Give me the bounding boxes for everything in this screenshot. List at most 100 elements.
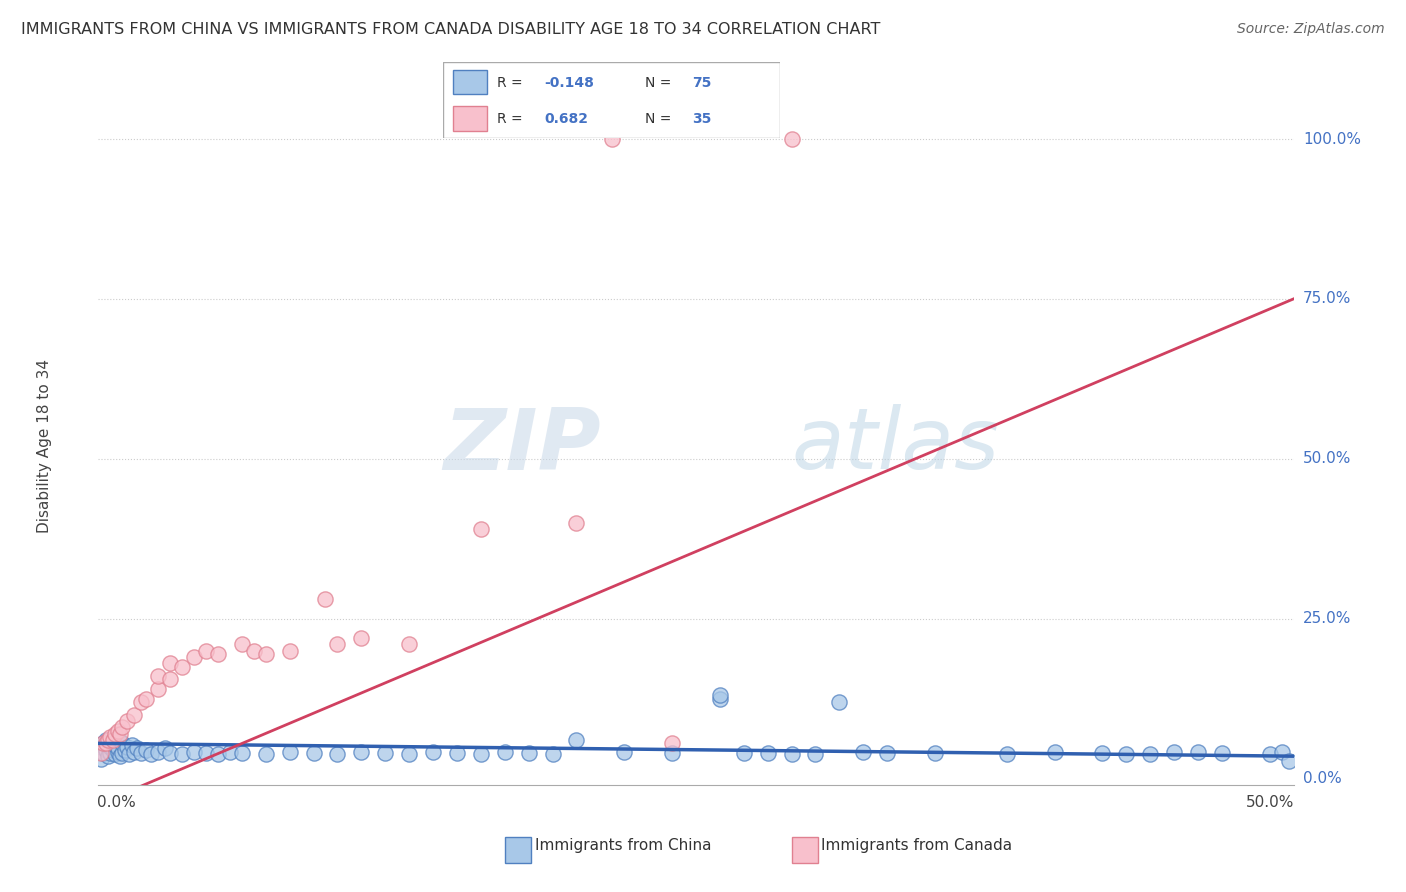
Point	[124, 745, 146, 759]
Point	[125, 740, 148, 755]
Point	[1115, 747, 1137, 762]
Text: Immigrants from China: Immigrants from China	[534, 838, 711, 854]
Point	[1211, 746, 1233, 760]
Point	[107, 723, 129, 738]
Point	[852, 745, 875, 759]
Point	[876, 746, 898, 760]
Point	[350, 631, 373, 645]
Point	[613, 745, 636, 759]
Point	[709, 691, 731, 706]
Point	[104, 747, 127, 762]
Point	[195, 643, 218, 657]
Point	[98, 730, 122, 744]
Point	[139, 747, 162, 762]
Point	[94, 736, 117, 750]
Point	[111, 720, 134, 734]
Point	[1187, 745, 1209, 759]
Point	[278, 643, 301, 657]
Point	[115, 714, 138, 728]
Point	[90, 752, 112, 766]
FancyBboxPatch shape	[792, 838, 818, 863]
Point	[219, 745, 242, 759]
Point	[1271, 745, 1294, 759]
Point	[326, 637, 349, 651]
Point	[1043, 745, 1066, 759]
Point	[104, 739, 127, 753]
Point	[91, 736, 114, 750]
Text: N =: N =	[645, 112, 676, 126]
Text: 0.0%: 0.0%	[1303, 771, 1341, 786]
Point	[118, 747, 141, 762]
Point	[804, 747, 827, 762]
Point	[101, 743, 124, 757]
Text: Immigrants from Canada: Immigrants from Canada	[821, 838, 1012, 854]
Text: 0.0%: 0.0%	[97, 795, 136, 810]
Point	[97, 736, 120, 750]
Text: R =: R =	[496, 112, 527, 126]
Point	[1258, 747, 1281, 762]
Point	[541, 747, 564, 762]
Point	[1139, 747, 1161, 762]
Point	[422, 745, 444, 759]
Point	[148, 669, 170, 683]
Point	[661, 736, 683, 750]
Point	[195, 746, 218, 760]
Point	[231, 746, 253, 760]
Point	[159, 657, 181, 671]
Point	[94, 733, 117, 747]
Point	[121, 739, 143, 753]
Point	[602, 132, 624, 146]
Point	[780, 132, 803, 146]
Point	[1091, 746, 1114, 760]
Point	[90, 739, 112, 754]
Point	[565, 516, 588, 530]
Text: R =: R =	[496, 76, 527, 90]
Point	[278, 745, 301, 759]
Point	[315, 592, 337, 607]
Point	[108, 727, 131, 741]
Text: 25.0%: 25.0%	[1303, 611, 1351, 626]
Text: 35: 35	[693, 112, 711, 126]
FancyBboxPatch shape	[453, 70, 486, 95]
Point	[470, 522, 492, 536]
Text: IMMIGRANTS FROM CHINA VS IMMIGRANTS FROM CANADA DISABILITY AGE 18 TO 34 CORRELAT: IMMIGRANTS FROM CHINA VS IMMIGRANTS FROM…	[21, 22, 880, 37]
Point	[709, 689, 731, 703]
Point	[108, 749, 131, 764]
Point	[517, 746, 540, 760]
Point	[107, 740, 129, 755]
Point	[183, 650, 205, 665]
Point	[159, 673, 181, 687]
Point	[398, 747, 420, 762]
Point	[115, 739, 138, 754]
Point	[94, 743, 117, 757]
Point	[91, 736, 114, 750]
Point	[98, 739, 122, 754]
Point	[1278, 754, 1301, 768]
Point	[98, 746, 122, 760]
Text: 50.0%: 50.0%	[1246, 795, 1295, 810]
Point	[326, 747, 349, 762]
Point	[131, 746, 153, 760]
Point	[207, 747, 229, 762]
Point	[183, 745, 205, 759]
Point	[494, 745, 516, 759]
Point	[172, 659, 194, 673]
Text: ZIP: ZIP	[443, 404, 600, 488]
Point	[97, 749, 120, 764]
Point	[661, 746, 683, 760]
Text: 50.0%: 50.0%	[1303, 451, 1351, 467]
Point	[231, 637, 253, 651]
Point	[470, 747, 492, 762]
Point	[995, 747, 1018, 762]
FancyBboxPatch shape	[505, 838, 531, 863]
Point	[90, 746, 112, 760]
Point	[108, 734, 131, 748]
Point	[924, 746, 946, 760]
Point	[135, 743, 157, 757]
Text: 100.0%: 100.0%	[1303, 131, 1361, 146]
Point	[254, 747, 277, 762]
Point	[828, 695, 851, 709]
Text: atlas: atlas	[792, 404, 1000, 488]
Point	[565, 733, 588, 747]
Point	[446, 746, 468, 760]
